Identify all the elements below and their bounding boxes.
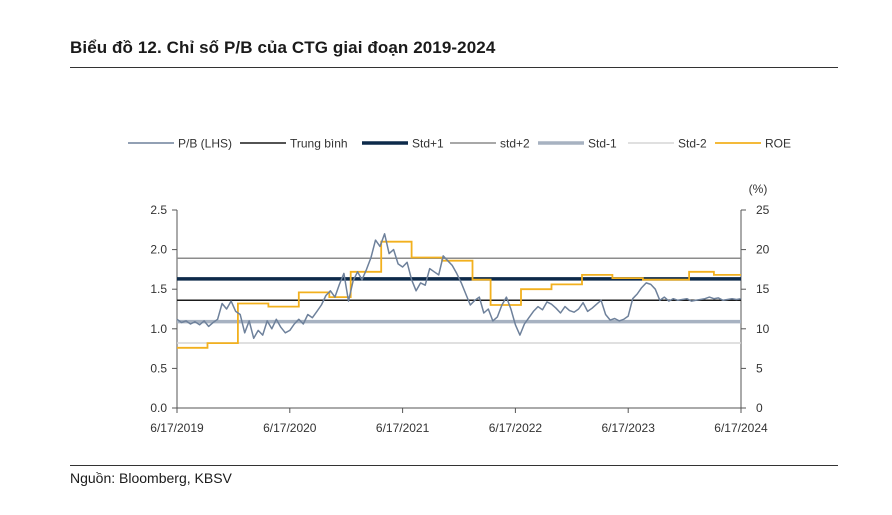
legend-label: std+2 (500, 137, 530, 151)
x-tick-label: 6/17/2019 (150, 421, 204, 435)
legend-label: P/B (LHS) (178, 137, 232, 151)
left-tick-label: 1.0 (150, 322, 167, 336)
x-tick-label: 6/17/2022 (489, 421, 543, 435)
chart-title: Biểu đồ 12. Chỉ số P/B của CTG giai đoạn… (70, 38, 496, 57)
source-note: Nguồn: Bloomberg, KBSV (70, 470, 232, 486)
x-tick-label: 6/17/2020 (263, 421, 317, 435)
source-divider (70, 465, 838, 466)
title-divider (70, 67, 838, 68)
right-tick-label: 10 (756, 322, 770, 336)
axes: 0.0 0.5 1.0 1.5 2.0 2.5 0 5 10 15 20 25 6/17/2019 6/1… (150, 203, 769, 435)
right-tick-label: 15 (756, 282, 770, 296)
roe-line (177, 240, 741, 349)
series-lines (176, 233, 742, 349)
band-lines (177, 257, 741, 344)
legend: P/B (LHS) Trung bình Std+1 std+2 Std-1 Std-2 R… (128, 137, 791, 151)
right-tick-label: 5 (756, 361, 763, 375)
pb-line (176, 233, 742, 340)
left-tick-label: 2.0 (150, 243, 167, 257)
x-tick-label: 6/17/2024 (714, 421, 768, 435)
left-tick-label: 1.5 (150, 282, 167, 296)
legend-label: Std-1 (588, 137, 617, 151)
legend-label: Std+1 (412, 137, 444, 151)
legend-label: Trung bình (290, 137, 348, 151)
left-tick-label: 2.5 (150, 203, 167, 217)
left-tick-label: 0.0 (150, 401, 167, 415)
x-tick-label: 6/17/2023 (602, 421, 656, 435)
left-tick-label: 0.5 (150, 361, 167, 375)
x-tick-label: 6/17/2021 (376, 421, 430, 435)
right-tick-label: 0 (756, 401, 763, 415)
right-axis-unit: (%) (749, 182, 768, 196)
legend-label: ROE (765, 137, 791, 151)
legend-label: Std-2 (678, 137, 707, 151)
right-tick-label: 20 (756, 243, 770, 257)
right-tick-label: 25 (756, 203, 770, 217)
